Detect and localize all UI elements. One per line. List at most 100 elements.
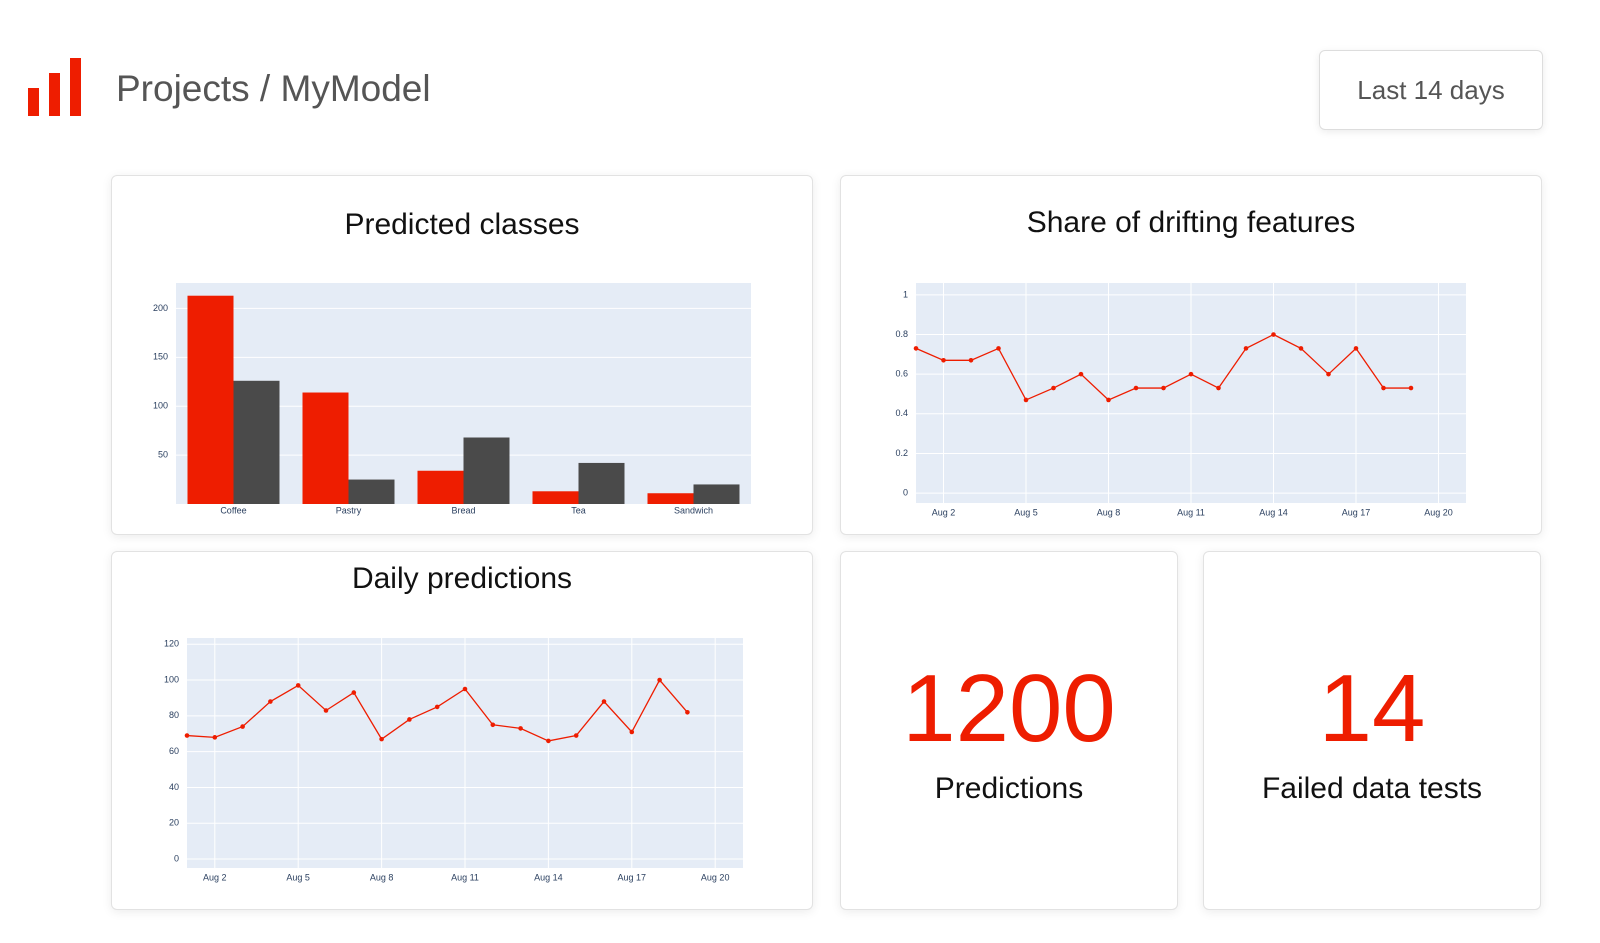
y-tick-label: 0.2 — [895, 448, 908, 458]
y-tick-label: 0 — [174, 853, 179, 863]
x-tick-label: Bread — [451, 505, 475, 515]
point — [573, 733, 579, 738]
point — [1216, 385, 1221, 391]
bar — [233, 380, 280, 504]
kpi-value: 1200 — [902, 655, 1116, 762]
point — [1353, 346, 1359, 351]
point — [1326, 371, 1331, 377]
x-tick-label: Aug 8 — [370, 872, 394, 882]
point — [1078, 371, 1084, 377]
logo — [28, 58, 81, 116]
kpi-value: 14 — [1318, 655, 1426, 762]
y-tick-label: 40 — [169, 782, 179, 792]
point — [913, 346, 919, 351]
bar — [348, 479, 395, 504]
x-tick-label: Aug 17 — [618, 872, 647, 882]
point — [240, 724, 245, 729]
chart: Predicted classes 50 100 150 200 Coffee Pastry… — [153, 208, 751, 515]
point — [434, 704, 440, 710]
y-tick-label: 50 — [158, 449, 168, 459]
x-tick-label: Aug 20 — [701, 872, 730, 882]
period-button[interactable]: Last 14 days — [1319, 50, 1543, 130]
point — [268, 699, 273, 704]
y-tick-label: 80 — [169, 710, 179, 720]
y-tick-label: 1 — [903, 289, 908, 299]
point — [518, 726, 523, 731]
y-tick-label: 100 — [153, 401, 168, 411]
point — [323, 708, 329, 713]
bar — [302, 392, 349, 504]
y-tick-label: 0 — [903, 487, 908, 497]
x-tick-label: Aug 14 — [1259, 507, 1288, 517]
bar — [463, 437, 510, 504]
bar — [578, 462, 625, 504]
chart: Share of drifting features 0 0.2 0.4 0.6 0.8 1… — [895, 206, 1466, 517]
kpi-card: 1200 Predictions — [840, 551, 1178, 910]
point — [407, 717, 412, 722]
chart: Daily predictions 0 20 40 60 80 100 120 Aug 2 Aug… — [164, 562, 743, 882]
point — [996, 346, 1001, 351]
x-tick-label: Aug 8 — [1097, 507, 1121, 517]
point — [1298, 346, 1304, 351]
kpi-label: Predictions — [934, 772, 1084, 805]
x-tick-label: Aug 11 — [1177, 507, 1205, 517]
point — [1023, 397, 1029, 403]
point — [295, 683, 301, 688]
point — [351, 690, 357, 695]
y-tick-label: 200 — [153, 303, 168, 313]
x-tick-label: Aug 11 — [451, 872, 479, 882]
x-tick-label: Pastry — [336, 505, 362, 515]
x-tick-label: Aug 5 — [1014, 507, 1038, 517]
point — [1271, 332, 1276, 337]
x-tick-label: Aug 2 — [203, 872, 227, 882]
x-tick-label: Aug 14 — [534, 872, 563, 882]
bar — [187, 295, 234, 504]
x-tick-label: Coffee — [220, 505, 246, 515]
point — [1161, 385, 1166, 391]
point — [462, 686, 468, 692]
point — [1051, 385, 1056, 391]
point — [212, 735, 218, 740]
point — [685, 709, 690, 715]
point — [1381, 385, 1386, 391]
y-tick-label: 0.8 — [895, 329, 908, 339]
bar — [647, 493, 694, 504]
point — [1188, 371, 1194, 377]
page-title: Projects / MyModel — [116, 68, 431, 109]
y-tick-label: 20 — [169, 818, 179, 828]
bar — [417, 470, 464, 504]
x-tick-label: Aug 2 — [932, 507, 956, 517]
point — [1106, 397, 1111, 403]
y-tick-label: 0.4 — [895, 408, 908, 418]
point — [1243, 346, 1249, 351]
chart-card: Daily predictions 0 20 40 60 80 100 120 Aug 2 Aug… — [111, 551, 813, 910]
x-tick-label: Tea — [571, 505, 586, 515]
x-tick-label: Sandwich — [674, 505, 713, 515]
bar — [532, 491, 579, 504]
kpi-card: 14 Failed data tests — [1203, 551, 1541, 910]
chart-card: Predicted classes 50 100 150 200 Coffee Pastry… — [111, 175, 813, 535]
point — [490, 722, 496, 728]
point — [629, 729, 635, 735]
x-tick-label: Aug 5 — [286, 872, 310, 882]
kpi-label: Failed data tests — [1261, 772, 1483, 805]
y-tick-label: 60 — [169, 746, 179, 756]
point — [968, 357, 974, 363]
point — [601, 699, 607, 704]
point — [1408, 385, 1414, 391]
chart-title: Daily predictions — [352, 562, 572, 595]
bar — [693, 484, 740, 504]
chart-title: Share of drifting features — [1027, 206, 1356, 239]
point — [184, 733, 190, 738]
y-tick-label: 150 — [153, 352, 168, 362]
point — [379, 736, 384, 742]
chart-title: Predicted classes — [344, 208, 579, 241]
point — [657, 677, 662, 683]
point — [941, 357, 946, 363]
point — [1133, 385, 1139, 391]
y-tick-label: 120 — [164, 639, 179, 649]
x-tick-label: Aug 17 — [1342, 507, 1371, 517]
x-tick-label: Aug 20 — [1424, 507, 1453, 517]
y-tick-label: 100 — [164, 674, 179, 684]
